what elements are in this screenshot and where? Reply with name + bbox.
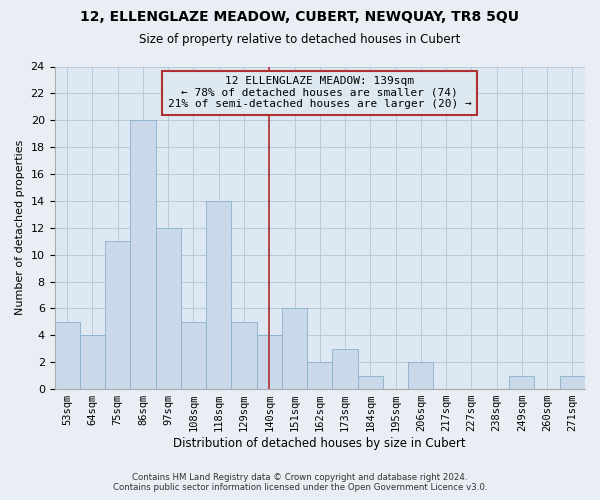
Bar bbox=[181, 322, 206, 389]
Bar bbox=[307, 362, 332, 389]
Bar bbox=[257, 336, 282, 389]
Bar bbox=[358, 376, 383, 389]
Bar bbox=[80, 336, 105, 389]
Bar bbox=[509, 376, 535, 389]
Bar bbox=[282, 308, 307, 389]
X-axis label: Distribution of detached houses by size in Cubert: Distribution of detached houses by size … bbox=[173, 437, 466, 450]
Bar bbox=[55, 322, 80, 389]
Bar bbox=[408, 362, 433, 389]
Bar bbox=[130, 120, 155, 389]
Text: Size of property relative to detached houses in Cubert: Size of property relative to detached ho… bbox=[139, 32, 461, 46]
Text: Contains HM Land Registry data © Crown copyright and database right 2024.
Contai: Contains HM Land Registry data © Crown c… bbox=[113, 473, 487, 492]
Bar bbox=[105, 241, 130, 389]
Y-axis label: Number of detached properties: Number of detached properties bbox=[15, 140, 25, 316]
Bar bbox=[206, 201, 232, 389]
Text: 12, ELLENGLAZE MEADOW, CUBERT, NEWQUAY, TR8 5QU: 12, ELLENGLAZE MEADOW, CUBERT, NEWQUAY, … bbox=[80, 10, 520, 24]
Bar bbox=[232, 322, 257, 389]
Text: 12 ELLENGLAZE MEADOW: 139sqm
← 78% of detached houses are smaller (74)
21% of se: 12 ELLENGLAZE MEADOW: 139sqm ← 78% of de… bbox=[168, 76, 472, 110]
Bar bbox=[155, 228, 181, 389]
Bar bbox=[560, 376, 585, 389]
Bar bbox=[332, 349, 358, 389]
